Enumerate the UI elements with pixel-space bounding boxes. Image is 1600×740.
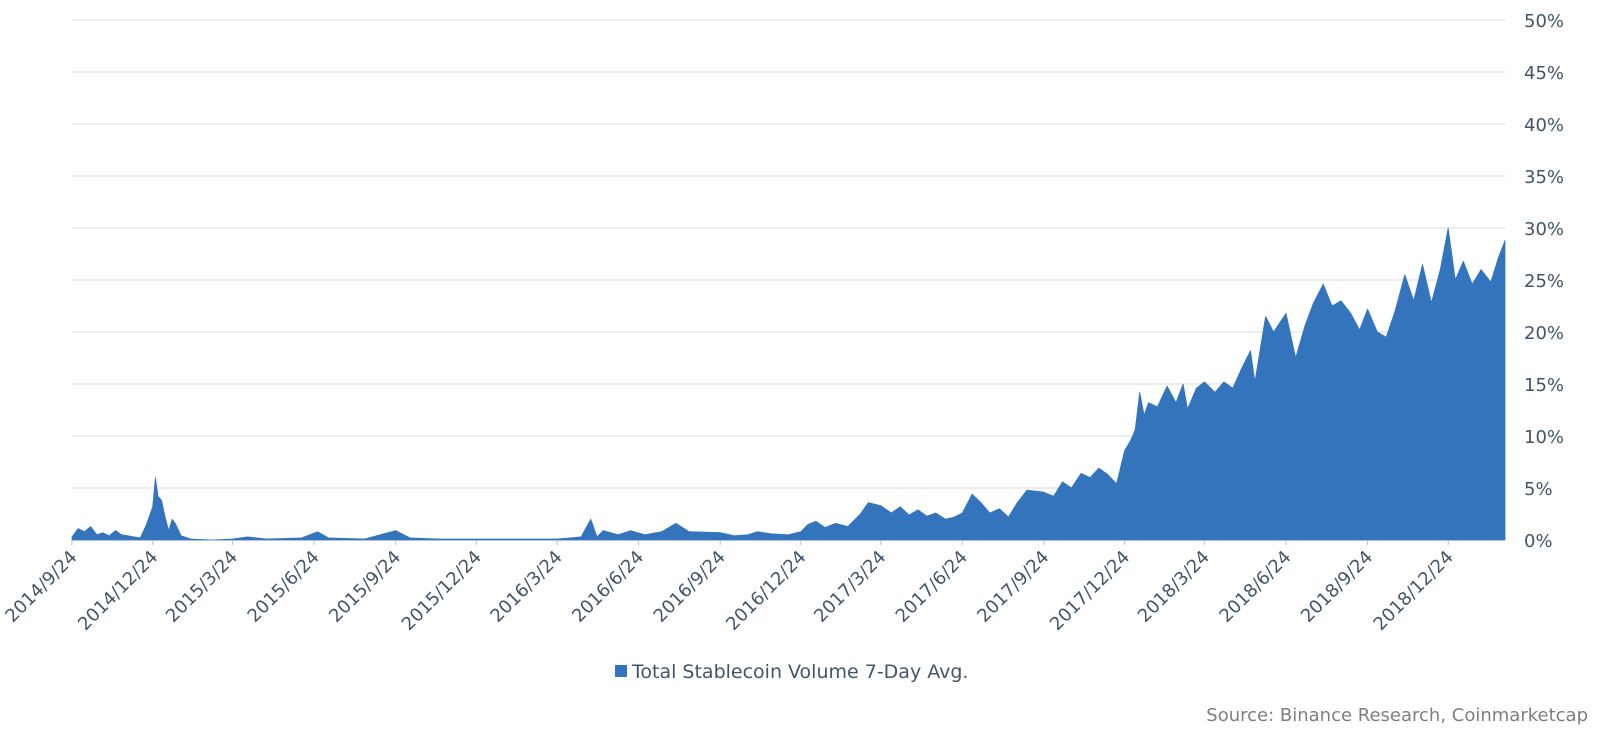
x-tick-label: 2017/12/24 — [1046, 547, 1134, 635]
y-tick-label: 50% — [1524, 11, 1564, 32]
x-tick-label: 2015/6/24 — [244, 547, 324, 627]
y-tick-label: 30% — [1524, 219, 1564, 240]
x-tick-label: 2018/6/24 — [1215, 547, 1295, 627]
x-tick-label: 2014/12/24 — [74, 547, 162, 635]
x-tick-label: 2016/6/24 — [568, 547, 648, 627]
y-tick-label: 0% — [1524, 531, 1553, 552]
y-tick-label: 25% — [1524, 271, 1564, 292]
x-tick-label: 2016/3/24 — [486, 547, 566, 627]
series-area — [71, 227, 1506, 541]
legend: Total Stablecoin Volume 7-Day Avg. — [615, 661, 968, 683]
x-tick-label: 2017/9/24 — [973, 547, 1053, 627]
y-tick-label: 20% — [1524, 323, 1564, 344]
legend-swatch — [615, 665, 627, 677]
source-note: Source: Binance Research, Coinmarketcap — [1206, 705, 1588, 726]
x-tick-label: 2015/9/24 — [325, 547, 405, 627]
x-tick-label: 2018/9/24 — [1297, 547, 1377, 627]
x-tick-label: 2017/3/24 — [810, 547, 890, 627]
y-tick-label: 45% — [1524, 63, 1564, 84]
x-tick-label: 2017/6/24 — [892, 547, 972, 627]
y-tick-label: 15% — [1524, 375, 1564, 396]
y-tick-label: 10% — [1524, 427, 1564, 448]
y-tick-label: 35% — [1524, 167, 1564, 188]
x-tick-label: 2015/3/24 — [162, 547, 242, 627]
y-axis-tick-labels: 0% 5% 10% 15% 20% 25% 30% 35% 40% 45% 50% — [1524, 11, 1564, 552]
y-tick-label: 40% — [1524, 115, 1564, 136]
series-area-layer — [71, 227, 1506, 541]
x-tick-label: 2016/12/24 — [722, 547, 810, 635]
y-tick-label: 5% — [1524, 479, 1553, 500]
x-tick-label: 2015/12/24 — [398, 547, 486, 635]
x-tick-label: 2014/9/24 — [1, 547, 81, 627]
x-tick-label: 2018/12/24 — [1370, 547, 1458, 635]
x-tick-label: 2016/9/24 — [650, 547, 730, 627]
legend-label: Total Stablecoin Volume 7-Day Avg. — [631, 661, 968, 683]
x-tick-label: 2018/3/24 — [1134, 547, 1214, 627]
